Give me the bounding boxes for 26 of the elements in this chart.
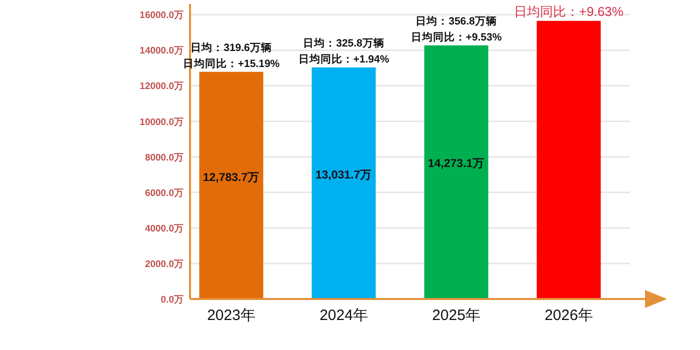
annotation: 日均：319.6万辆 [190,40,272,54]
y-tick-label: 0.0万 [160,294,184,306]
bar [536,20,601,299]
y-tick-label: 10000.0万 [140,116,184,128]
x-tick-label: 2026年 [544,307,593,324]
annotation: 日均：325.8万辆 [303,36,384,50]
y-tick-label: 4000.0万 [144,223,184,234]
y-tick-label: 12000.0万 [140,81,184,92]
data-label: 14,273.1万 [428,157,485,170]
bar [199,72,264,299]
annotation: 日均同比：+9.53% [410,30,502,44]
x-tick-label: 2024年 [320,307,368,324]
annotation: 日均同比：+1.94% [298,52,390,66]
y-tick-label: 6000.0万 [144,188,184,199]
bar [312,67,376,299]
data-label: 12,783.7万 [202,170,260,184]
y-tick-label: 8000.0万 [144,152,184,164]
annotation: 日均：356.8万辆 [416,14,497,28]
y-tick-label: 16000.0万 [140,10,184,22]
y-tick-label: 14000.0万 [140,46,184,57]
y-tick-label: 2000.0万 [144,258,184,270]
bar [424,45,488,299]
data-label: 13,031.7万 [315,168,372,182]
x-tick-label: 2025年 [432,307,480,324]
x-tick-label: 2023年 [207,307,256,324]
annotation: 日均同比：+9.63% [514,4,624,19]
